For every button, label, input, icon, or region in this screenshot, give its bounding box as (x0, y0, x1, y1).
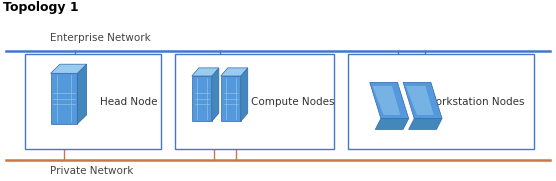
Polygon shape (375, 119, 409, 129)
Polygon shape (403, 82, 442, 119)
Text: Private Network: Private Network (50, 166, 133, 176)
Polygon shape (241, 68, 248, 121)
Bar (25, 54, 161, 149)
Polygon shape (409, 119, 442, 129)
Polygon shape (192, 68, 219, 76)
Text: Compute Nodes: Compute Nodes (251, 97, 335, 107)
Bar (51, 73, 77, 124)
Text: Head Node: Head Node (100, 97, 157, 107)
Text: Workstation Nodes: Workstation Nodes (426, 97, 524, 107)
Polygon shape (221, 68, 248, 76)
Polygon shape (77, 64, 87, 124)
Polygon shape (51, 64, 87, 73)
Text: Enterprise Network: Enterprise Network (50, 33, 151, 43)
Polygon shape (212, 68, 219, 121)
Bar (221, 76, 241, 121)
Polygon shape (370, 82, 409, 119)
Polygon shape (373, 86, 400, 115)
Bar (192, 76, 212, 121)
Text: Topology 1: Topology 1 (3, 1, 78, 14)
Polygon shape (406, 86, 434, 115)
Bar (175, 54, 334, 149)
Bar (348, 54, 534, 149)
